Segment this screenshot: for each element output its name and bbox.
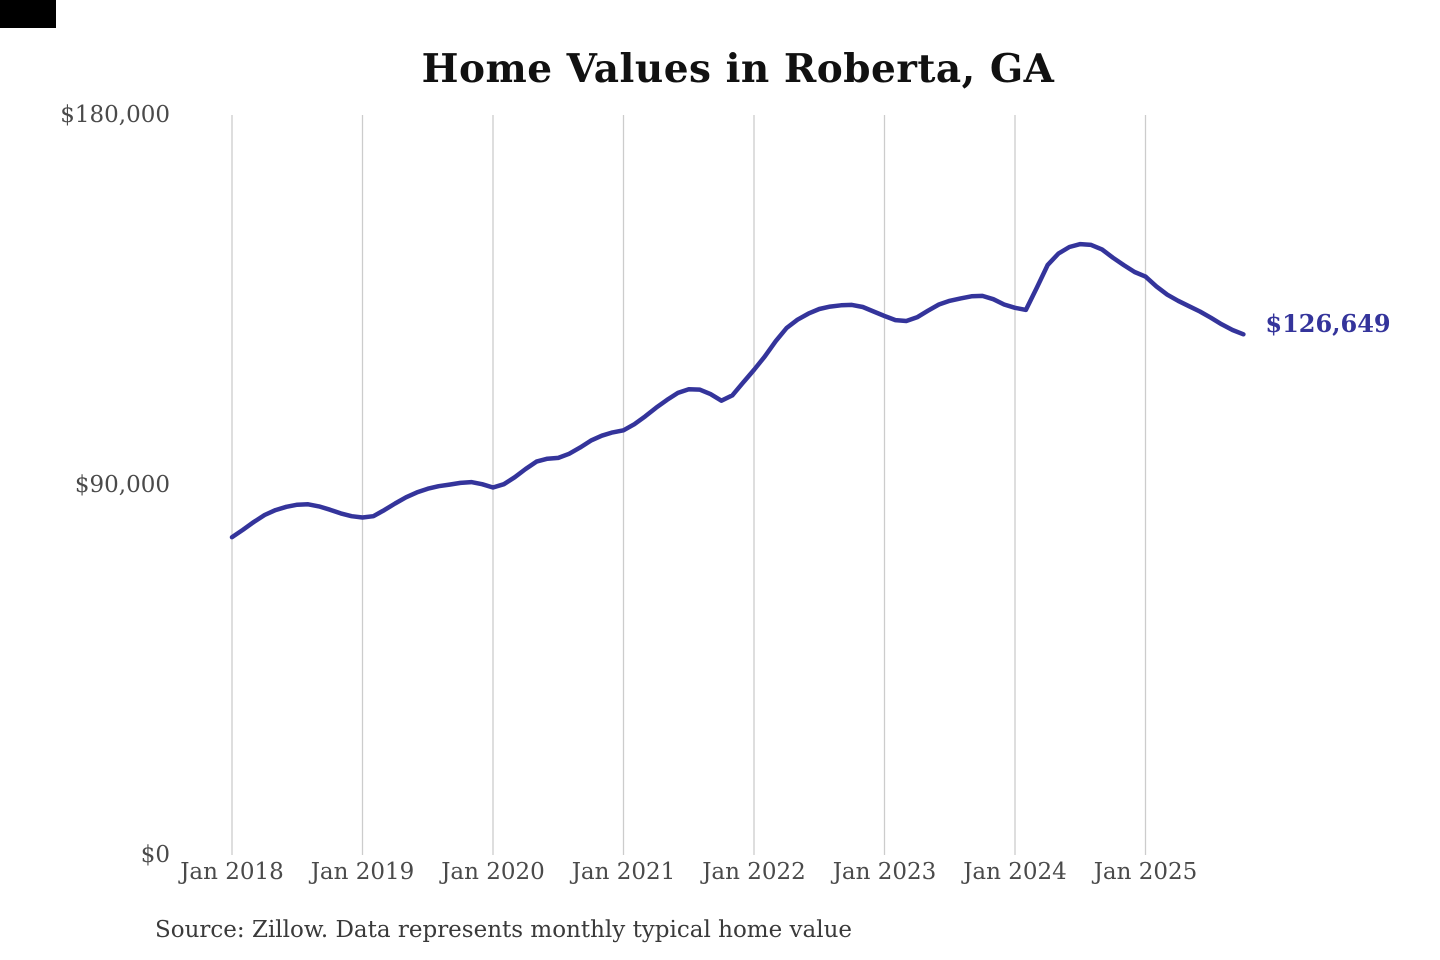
latest-value-label: $126,649 xyxy=(1265,309,1391,339)
x-tick-label: Jan 2022 xyxy=(702,859,806,885)
chart-title: Home Values in Roberta, GA xyxy=(421,46,1055,92)
x-tick-label: Jan 2024 xyxy=(963,859,1067,885)
x-tick-label: Jan 2021 xyxy=(571,859,676,885)
x-tick-label: Jan 2025 xyxy=(1093,859,1198,885)
corner-mark xyxy=(0,0,56,28)
y-tick-label: $90,000 xyxy=(74,472,170,498)
x-tick-label: Jan 2019 xyxy=(310,859,415,885)
y-tick-label: $0 xyxy=(140,842,170,868)
y-tick-label: $180,000 xyxy=(60,102,170,128)
x-tick-label: Jan 2018 xyxy=(180,859,284,885)
home-value-line xyxy=(229,241,1246,540)
gridlines xyxy=(231,115,1147,855)
x-tick-label: Jan 2023 xyxy=(832,859,937,885)
x-tick-label: Jan 2020 xyxy=(441,859,545,885)
source-note: Source: Zillow. Data represents monthly … xyxy=(155,917,853,943)
